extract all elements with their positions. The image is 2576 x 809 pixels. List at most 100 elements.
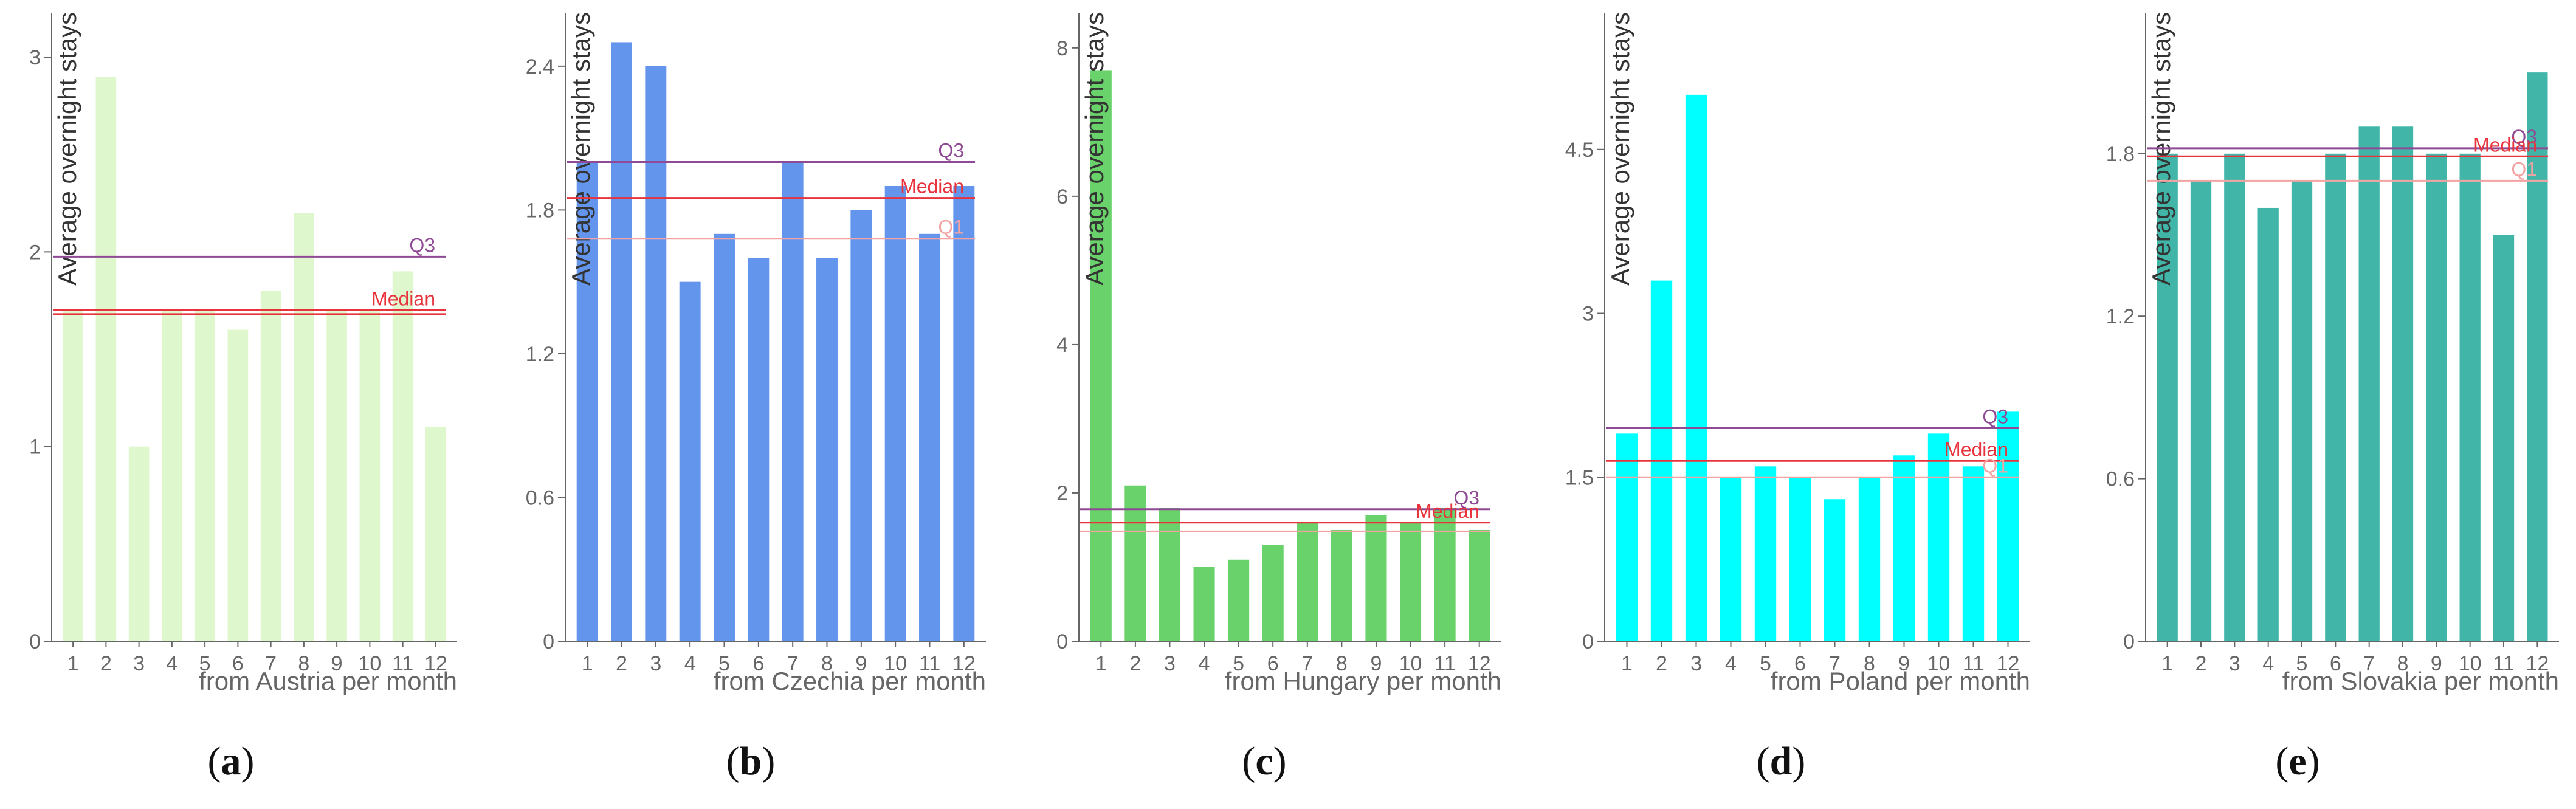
reference-label-e-median: Median bbox=[2473, 134, 2537, 156]
x-tick-label-b: 9 bbox=[855, 652, 867, 675]
x-tick-label-b: 2 bbox=[616, 652, 627, 675]
x-axis-title-e: from Slovakia per month bbox=[2282, 667, 2559, 695]
y-tick-label-e: 1.8 bbox=[2106, 143, 2135, 166]
y-tick-label-c: 0 bbox=[1056, 630, 1068, 653]
bar-b-12 bbox=[953, 185, 975, 641]
y-tick-label-b: 0.6 bbox=[526, 486, 554, 509]
x-tick-label-e: 12 bbox=[2526, 652, 2549, 675]
reference-label-c-q3: Q3 bbox=[1453, 487, 1479, 509]
reference-label-e-q3: Q3 bbox=[2511, 126, 2537, 148]
x-tick-label-b: 4 bbox=[684, 652, 696, 675]
bar-c-11 bbox=[1434, 508, 1456, 641]
x-tick-label-d: 2 bbox=[1656, 652, 1667, 675]
x-tick-label-d: 7 bbox=[1829, 652, 1841, 675]
x-tick-label-a: 5 bbox=[199, 652, 211, 675]
x-tick-label-b: 3 bbox=[650, 652, 661, 675]
panel-label-e: (e) bbox=[2275, 739, 2320, 783]
y-tick-label-b: 0 bbox=[543, 630, 554, 653]
y-tick-label-c: 6 bbox=[1056, 185, 1068, 208]
x-tick-label-e: 4 bbox=[2262, 652, 2274, 675]
y-tick-label-e: 1.2 bbox=[2106, 305, 2135, 328]
x-tick-label-d: 12 bbox=[1997, 652, 2020, 675]
x-tick-label-e: 2 bbox=[2195, 652, 2207, 675]
x-tick-label-b: 6 bbox=[752, 652, 764, 675]
x-tick-label-d: 3 bbox=[1690, 652, 1702, 675]
reference-label-a-q3: Q3 bbox=[409, 234, 435, 256]
bar-d-4 bbox=[1720, 477, 1742, 641]
reference-label-b-median: Median bbox=[900, 176, 964, 198]
y-tick-label-d: 3 bbox=[1582, 303, 1594, 326]
x-tick-label-a: 9 bbox=[331, 652, 343, 675]
x-tick-label-a: 6 bbox=[232, 652, 244, 675]
reference-label-d-q3: Q3 bbox=[1982, 405, 2008, 427]
x-tick-label-d: 10 bbox=[1927, 652, 1951, 675]
x-tick-label-d: 5 bbox=[1760, 652, 1771, 675]
bar-c-2 bbox=[1124, 485, 1146, 641]
x-tick-label-a: 8 bbox=[298, 652, 309, 675]
bar-d-5 bbox=[1754, 466, 1777, 641]
y-tick-label-b: 2.4 bbox=[526, 55, 554, 78]
bar-c-3 bbox=[1159, 508, 1180, 641]
bar-b-10 bbox=[884, 185, 906, 641]
x-tick-label-a: 2 bbox=[100, 652, 112, 675]
bar-b-4 bbox=[679, 281, 701, 642]
bar-c-7 bbox=[1297, 522, 1318, 641]
bar-a-10 bbox=[359, 310, 381, 641]
bar-e-1 bbox=[2157, 153, 2178, 642]
x-tick-label-a: 3 bbox=[133, 652, 145, 675]
reference-label-c-median: Median bbox=[1416, 500, 1479, 522]
x-tick-label-d: 1 bbox=[1621, 652, 1633, 675]
x-tick-label-d: 8 bbox=[1864, 652, 1875, 675]
bar-a-4 bbox=[162, 310, 182, 641]
x-tick-label-c: 5 bbox=[1233, 652, 1244, 675]
x-tick-label-c: 2 bbox=[1129, 652, 1141, 675]
reference-label-a-median: Median bbox=[371, 287, 435, 309]
x-tick-label-e: 7 bbox=[2363, 652, 2375, 675]
panel-label-a: (a) bbox=[207, 739, 255, 783]
bar-c-8 bbox=[1331, 529, 1352, 641]
x-axis-title-a: from Austria per month bbox=[199, 667, 457, 695]
x-axis-title-b: from Czechia per month bbox=[714, 667, 986, 695]
x-tick-label-e: 6 bbox=[2330, 652, 2341, 675]
panel-label-b: (b) bbox=[726, 739, 776, 783]
bar-a-8 bbox=[294, 213, 314, 641]
x-tick-label-e: 9 bbox=[2431, 652, 2442, 675]
x-tick-label-a: 12 bbox=[424, 652, 447, 675]
y-tick-label-a: 2 bbox=[29, 241, 41, 264]
x-tick-label-c: 1 bbox=[1095, 652, 1107, 675]
bar-a-1 bbox=[63, 310, 83, 641]
bar-c-4 bbox=[1193, 566, 1215, 641]
y-tick-label-d: 1.5 bbox=[1565, 466, 1594, 489]
x-tick-label-b: 8 bbox=[821, 652, 833, 675]
y-tick-label-c: 4 bbox=[1056, 334, 1068, 357]
reference-label-b-q3: Q3 bbox=[938, 140, 964, 162]
x-tick-label-a: 4 bbox=[166, 652, 177, 675]
bar-a-6 bbox=[227, 329, 249, 641]
bar-e-5 bbox=[2291, 181, 2313, 641]
x-tick-label-e: 10 bbox=[2459, 652, 2482, 675]
y-tick-label-a: 3 bbox=[29, 46, 41, 69]
bar-b-8 bbox=[816, 258, 838, 641]
x-tick-label-c: 10 bbox=[1399, 652, 1422, 675]
x-tick-label-d: 6 bbox=[1794, 652, 1806, 675]
bar-e-4 bbox=[2257, 207, 2279, 641]
bar-c-12 bbox=[1469, 529, 1490, 641]
bar-b-2 bbox=[611, 42, 632, 641]
x-tick-label-b: 7 bbox=[787, 652, 799, 675]
x-tick-label-a: 10 bbox=[358, 652, 381, 675]
x-axis-title-d: from Poland per month bbox=[1771, 667, 2030, 695]
bar-d-1 bbox=[1616, 433, 1638, 641]
bar-e-2 bbox=[2190, 181, 2212, 641]
bar-d-11 bbox=[1962, 466, 1985, 641]
y-axis-title-b: Average overnight stays bbox=[567, 12, 595, 286]
bar-b-9 bbox=[850, 210, 872, 641]
y-axis-title-c: Average overnight stays bbox=[1080, 12, 1109, 286]
x-tick-label-d: 9 bbox=[1898, 652, 1910, 675]
bar-b-6 bbox=[748, 258, 770, 641]
bar-d-6 bbox=[1789, 477, 1811, 641]
y-tick-label-d: 0 bbox=[1582, 630, 1594, 653]
x-tick-label-c: 7 bbox=[1301, 652, 1313, 675]
